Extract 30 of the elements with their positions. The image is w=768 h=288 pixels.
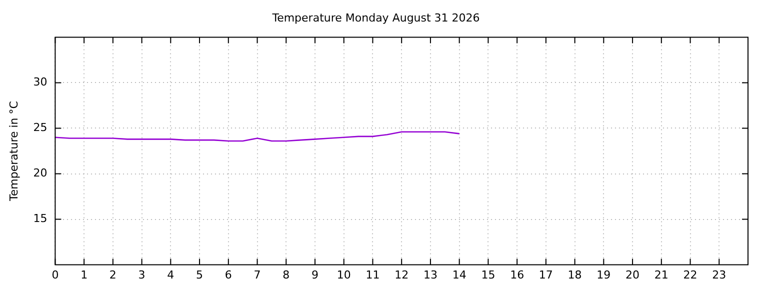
x-tick-label: 14 xyxy=(452,268,466,282)
x-tick-label: 11 xyxy=(366,268,380,282)
x-tick-label: 17 xyxy=(538,268,553,282)
y-axis-title: Temperature in °C xyxy=(7,100,20,202)
x-tick-label: 9 xyxy=(312,268,318,282)
chart-title: Temperature Monday August 31 2026 xyxy=(271,11,480,24)
x-tick-label: 1 xyxy=(80,268,88,282)
x-tick-label: 2 xyxy=(109,268,116,282)
x-tick-label: 12 xyxy=(394,268,409,282)
x-tick-label: 22 xyxy=(683,268,698,282)
x-tick-label: 13 xyxy=(423,268,438,282)
x-tick-label: 18 xyxy=(568,268,582,282)
x-tick-label: 23 xyxy=(712,268,726,282)
x-tick-label: 4 xyxy=(167,268,174,282)
y-tick-label: 15 xyxy=(33,212,48,226)
x-tick-label: 5 xyxy=(196,268,204,282)
x-tick-label: 7 xyxy=(254,268,261,282)
x-tick-label: 19 xyxy=(596,268,611,282)
x-tick-label: 3 xyxy=(138,268,146,282)
x-tick-label: 10 xyxy=(336,268,351,282)
x-tick-label: 20 xyxy=(626,268,640,282)
y-tick-label: 20 xyxy=(33,166,48,180)
x-tick-label: 0 xyxy=(52,268,59,282)
y-tick-label: 30 xyxy=(33,76,48,89)
x-tick-label: 8 xyxy=(282,268,290,282)
x-tick-label: 6 xyxy=(224,268,232,282)
x-tick-label: 21 xyxy=(654,268,668,282)
x-tick-label: 15 xyxy=(481,268,496,282)
x-tick-label: 16 xyxy=(510,268,524,282)
y-tick-label: 25 xyxy=(33,121,48,134)
